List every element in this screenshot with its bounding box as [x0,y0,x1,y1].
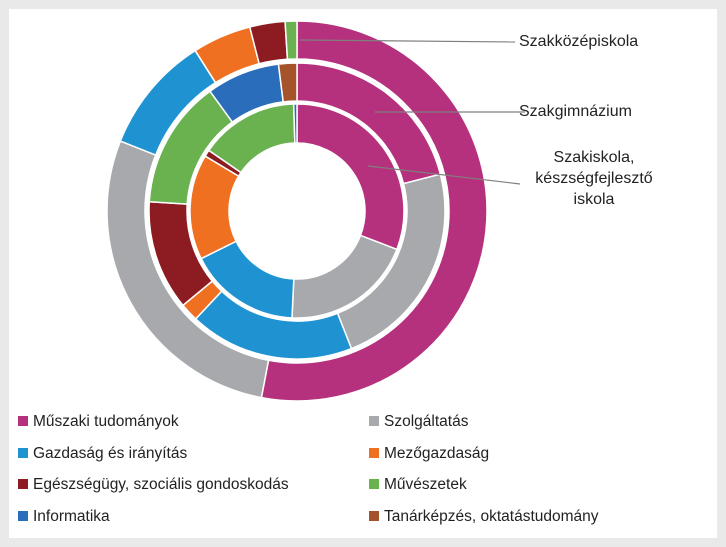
ring-label: Szakiskola, készségfejlesztő iskola [535,149,653,208]
leader-line [367,165,521,185]
legend-swatch [18,447,28,458]
segment [296,103,405,251]
legend-label: Mezőgazdaság [384,444,490,462]
segment [277,62,298,103]
legend-swatch [18,479,28,489]
legend-label: Műszaki tudományok [33,413,179,430]
legend-label: Művészetek [384,476,467,493]
segment [284,20,298,61]
legend-item: Művészetek [369,476,467,494]
legend-item: Mezőgazdaság [369,445,489,463]
legend-item: Tanárképzés, oktatástudomány [369,508,599,526]
ring-label: Szakközépiskola [519,33,639,50]
legend-item: Gazdaság és irányítás [18,445,187,463]
leader-line [299,39,516,43]
segment [260,20,488,402]
legend-swatch [369,510,379,521]
legend-item: Szolgáltatás [369,413,468,431]
legend-swatch [18,416,28,426]
legend-label: Tanárképzés, oktatástudomány [384,507,599,525]
legend-label: Egészségügy, szociális gondoskodás [33,476,289,493]
legend-label: Informatika [33,507,110,525]
legend-item: Informatika [18,508,110,526]
legend-label: Szolgáltatás [384,413,469,430]
legend-item: Műszaki tudományok [18,413,179,431]
legend-swatch [369,479,379,489]
legend-item: Egészségügy, szociális gondoskodás [18,476,289,494]
legend-swatch [18,510,28,521]
segment [292,103,298,144]
legend-swatch [369,416,379,426]
ring-label: Szakgimnázium [519,103,632,120]
legend-swatch [369,447,379,458]
legend-label: Gazdaság és irányítás [33,444,188,462]
